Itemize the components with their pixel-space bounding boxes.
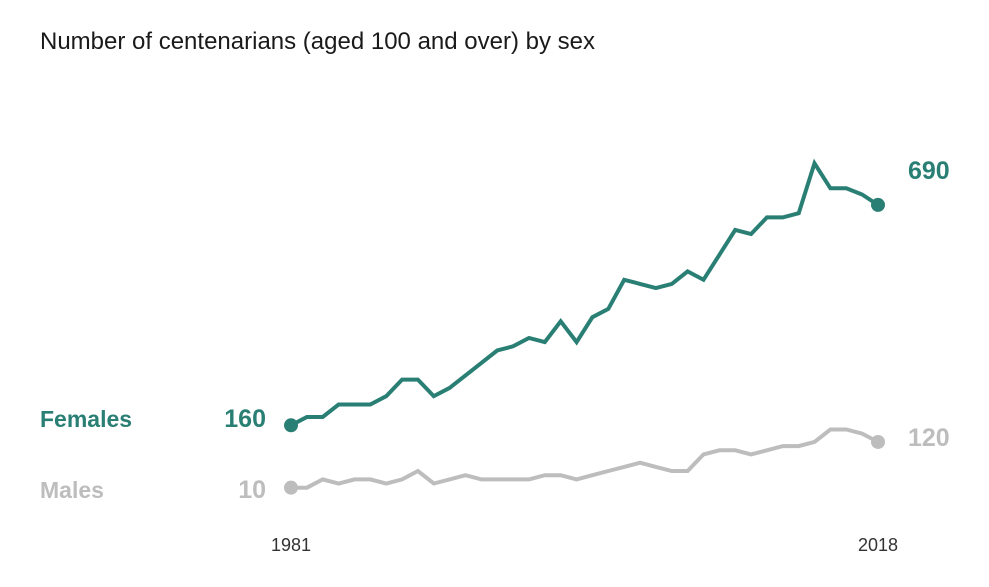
x-tick-label-start: 1981 (271, 535, 311, 555)
value-label-males-start: 10 (238, 476, 266, 504)
value-label-females-end: 690 (908, 157, 950, 185)
chart-title: Number of centenarians (aged 100 and ove… (40, 28, 595, 55)
series-line-females (290, 158, 880, 428)
point-males-end (871, 434, 885, 449)
value-label-females-start: 160 (224, 405, 266, 433)
point-females-end (871, 197, 885, 212)
series-lines (290, 158, 880, 490)
x-tick-label-end: 2018 (858, 535, 898, 555)
point-females-start (284, 418, 298, 433)
value-label-males-end: 120 (908, 424, 950, 452)
series-label-females: Females (40, 406, 132, 432)
series-markers (284, 197, 885, 495)
series-label-males: Males (40, 477, 104, 503)
series-line-males (291, 427, 879, 490)
point-males-start (284, 480, 298, 495)
